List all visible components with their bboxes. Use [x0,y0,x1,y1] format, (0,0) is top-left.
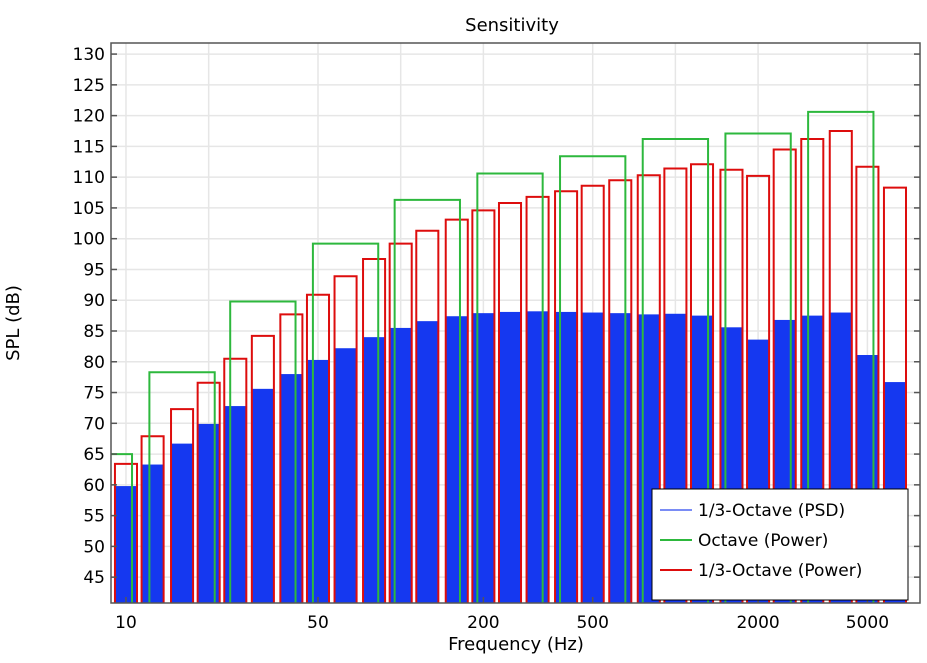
octave-power-bar [476,172,544,603]
psd-bar [171,443,194,603]
legend-box [651,488,909,601]
third-octave-power-bar [170,408,195,603]
psd-bar [416,321,439,603]
third-octave-power-bar [415,229,440,603]
third-octave-power-bar [580,184,605,603]
y-tick-label: 90 [83,291,105,311]
psd-bar [581,312,604,603]
third-octave-power-bar [362,258,387,603]
plot-frame [110,42,921,604]
psd-bar [306,359,330,603]
psd-bar [114,486,138,603]
x-tick-label: 2000 [736,613,779,633]
y-axis-label: SPL (dB) [3,285,24,361]
third-octave-power-bar [279,313,304,603]
third-octave-power-bar [855,165,880,603]
psd-bar [555,311,578,603]
legend-label: Octave (Power) [698,531,828,551]
y-tick-label: 95 [83,260,105,280]
legend: 1/3-Octave (PSD) Octave (Power) 1/3-Octave… [651,488,909,601]
y-tick-label: 50 [83,537,105,557]
octave-power-bar [559,155,627,603]
x-tick-label: 50 [307,613,329,633]
third-octave-power-bar [250,334,275,603]
y-tick-label: 110 [73,168,105,188]
third-octave-power-bar [689,163,715,603]
third-octave-power-bar [140,435,165,603]
third-octave-power-bar [113,462,139,603]
axes: 45 50 55 60 65 70 75 80 85 90 95 100 105 110 115 120 125… [73,45,920,633]
third-octave-power-bar [800,138,825,603]
third-octave-power-bar [388,242,413,603]
third-octave-power-bar [882,186,908,603]
third-octave-power-bar [746,174,771,603]
third-octave-power-bar [305,293,331,603]
x-axis-label: Frequency (Hz) [448,634,584,655]
y-tick-label: 70 [83,414,105,434]
third-octave-power-bar [333,275,358,603]
third-octave-power-bar [471,209,496,603]
y-tick-label: 130 [73,45,105,65]
chart-title: Sensitivity [465,15,559,36]
psd-bar [363,337,386,603]
psd-bar [389,327,412,603]
psd-bar [224,406,247,603]
psd-bar [197,423,220,603]
x-tick-label: 5000 [846,613,889,633]
psd-bar [251,388,274,603]
y-tick-label: 120 [73,107,105,127]
octave-power-bar [641,138,710,603]
octave-power-bar [724,132,792,603]
octave-power-bar [807,110,875,603]
psd-bar [472,313,495,603]
psd-bar [280,374,303,603]
third-octave-power-bar [636,174,661,603]
psd-bar [498,311,522,603]
octave-power-bar [229,300,297,603]
y-tick-label: 55 [83,507,105,527]
psd-bar [141,464,164,603]
octave-power-bar [393,198,461,603]
psd-bar [609,313,632,603]
x-tick-label: 200 [467,613,499,633]
y-tick-label: 85 [83,322,105,342]
third-octave-power-bar [828,130,853,603]
y-tick-label: 100 [73,230,105,250]
octave-power-bar [111,453,134,603]
y-tick-label: 115 [73,137,105,157]
x-tick-label: 10 [115,613,137,633]
y-tick-label: 45 [83,568,105,588]
psd-bar [526,311,549,603]
third-octave-power-bar [663,167,688,603]
y-tick-label: 60 [83,476,105,496]
third-octave-power-bar [608,179,633,603]
third-octave-power-bar [554,190,579,603]
third-octave-power-bar [525,195,550,603]
octave-power-bar [311,242,380,603]
x-tick-label: 500 [576,613,608,633]
psd-bar [334,348,357,603]
y-tick-label: 105 [73,199,105,219]
octave-power-bar [148,371,216,603]
third-octave-power-bar [497,202,523,603]
y-tick-label: 75 [83,384,105,404]
legend-label: 1/3-Octave (PSD) [698,501,845,521]
y-tick-label: 65 [83,445,105,465]
psd-bar [445,316,468,603]
third-octave-power-bar [196,381,221,603]
third-octave-power-bar [444,218,469,603]
third-octave-power-bar [719,168,744,603]
legend-label: 1/3-Octave (Power) [698,561,862,581]
y-tick-label: 125 [73,76,105,96]
third-octave-power-bar [223,357,248,603]
third-octave-power-bar [772,148,797,603]
y-tick-label: 80 [83,353,105,373]
